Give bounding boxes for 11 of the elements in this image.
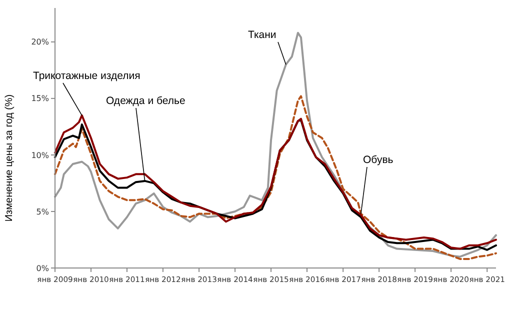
series-label: Ткани	[248, 29, 276, 41]
y-tick-label: 10%	[31, 150, 50, 160]
y-tick-label: 0%	[36, 264, 50, 273]
y-tick-label: 20%	[31, 38, 50, 47]
text: Трикотажные изделия	[33, 70, 140, 82]
line-series	[54, 95, 497, 260]
text: Одежда и белье	[106, 95, 186, 107]
y-axis-title: Изменение цены за год (%)	[4, 94, 15, 222]
y-tick-label: 5%	[36, 207, 50, 216]
y-tick-label: 15%	[31, 94, 50, 104]
text: Обувь	[363, 154, 394, 166]
